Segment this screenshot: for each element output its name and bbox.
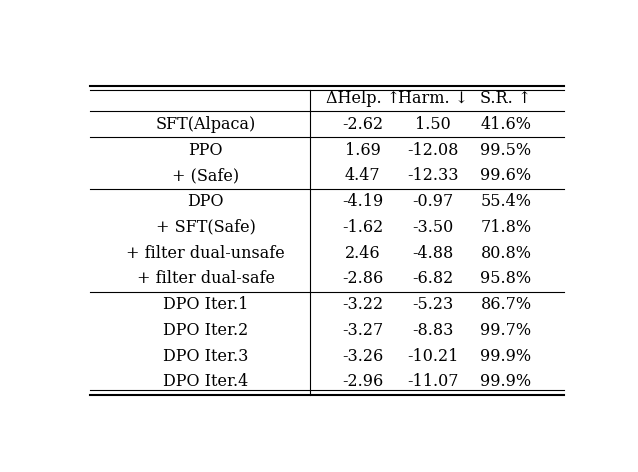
Text: 2.46: 2.46 — [345, 244, 380, 261]
Text: -4.19: -4.19 — [342, 193, 383, 210]
Text: -12.08: -12.08 — [408, 142, 459, 159]
Text: + SFT(Safe): + SFT(Safe) — [156, 219, 256, 236]
Text: 99.9%: 99.9% — [480, 373, 531, 390]
Text: 41.6%: 41.6% — [480, 116, 531, 133]
Text: 80.8%: 80.8% — [480, 244, 531, 261]
Text: -3.27: -3.27 — [342, 322, 383, 339]
Text: -11.07: -11.07 — [408, 373, 459, 390]
Text: -1.62: -1.62 — [342, 219, 383, 236]
Text: 99.5%: 99.5% — [480, 142, 531, 159]
Text: 1.50: 1.50 — [415, 116, 451, 133]
Text: -3.22: -3.22 — [342, 296, 383, 313]
Text: DPO Iter.4: DPO Iter.4 — [163, 373, 248, 390]
Text: DPO Iter.1: DPO Iter.1 — [163, 296, 249, 313]
Text: 1.69: 1.69 — [345, 142, 380, 159]
Text: PPO: PPO — [189, 142, 223, 159]
Text: -10.21: -10.21 — [408, 347, 459, 364]
Text: 4.47: 4.47 — [345, 167, 380, 185]
Text: 99.7%: 99.7% — [480, 322, 531, 339]
Text: ΔHelp. ↑: ΔHelp. ↑ — [325, 90, 399, 107]
Text: DPO: DPO — [188, 193, 224, 210]
Text: -2.96: -2.96 — [342, 373, 383, 390]
Text: DPO Iter.3: DPO Iter.3 — [163, 347, 249, 364]
Text: 99.6%: 99.6% — [480, 167, 531, 185]
Text: S.R. ↑: S.R. ↑ — [480, 90, 531, 107]
Text: -6.82: -6.82 — [413, 270, 454, 287]
Text: SFT(Alpaca): SFT(Alpaca) — [156, 116, 256, 133]
Text: 86.7%: 86.7% — [480, 296, 531, 313]
Text: 71.8%: 71.8% — [480, 219, 531, 236]
Text: -0.97: -0.97 — [413, 193, 454, 210]
Text: -2.62: -2.62 — [342, 116, 383, 133]
Text: -12.33: -12.33 — [408, 167, 459, 185]
Text: + filter dual-unsafe: + filter dual-unsafe — [126, 244, 285, 261]
Text: 95.8%: 95.8% — [480, 270, 531, 287]
Text: -8.83: -8.83 — [413, 322, 454, 339]
Text: -3.50: -3.50 — [413, 219, 454, 236]
Text: -4.88: -4.88 — [413, 244, 454, 261]
Text: 99.9%: 99.9% — [480, 347, 531, 364]
Text: + filter dual-safe: + filter dual-safe — [137, 270, 275, 287]
Text: -5.23: -5.23 — [413, 296, 454, 313]
Text: 55.4%: 55.4% — [480, 193, 531, 210]
Text: + (Safe): + (Safe) — [172, 167, 239, 185]
Text: -2.86: -2.86 — [342, 270, 383, 287]
Text: -3.26: -3.26 — [342, 347, 383, 364]
Text: Harm. ↓: Harm. ↓ — [398, 90, 468, 107]
Text: DPO Iter.2: DPO Iter.2 — [163, 322, 248, 339]
